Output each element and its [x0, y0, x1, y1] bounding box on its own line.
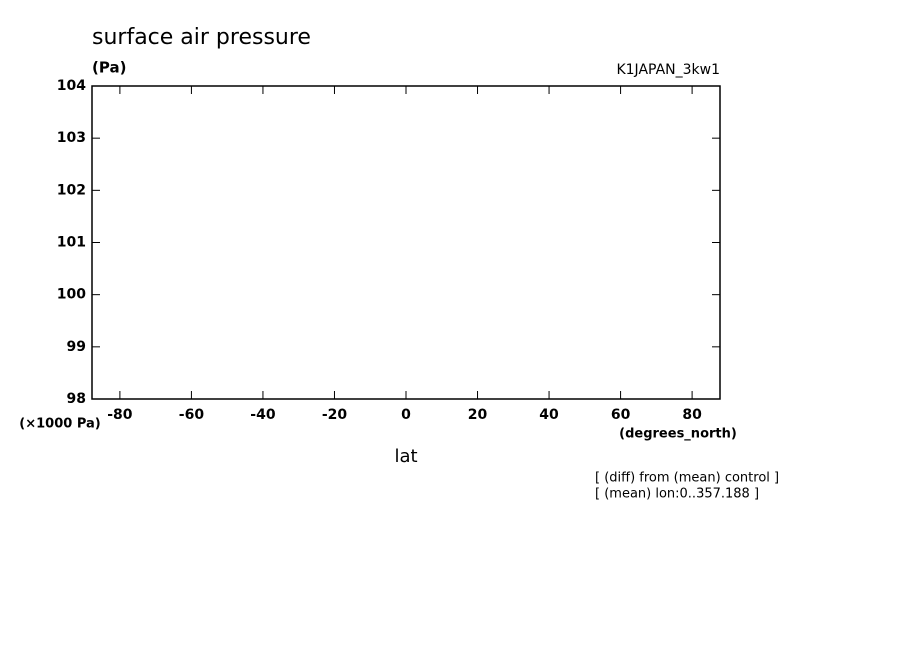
annotation: [ (diff) from (mean) control ] [595, 471, 779, 486]
x-axis-title: lat [394, 446, 417, 467]
dataset-label: K1JAPAN_3kw1 [616, 62, 720, 78]
x-units: (degrees_north) [619, 427, 737, 442]
x-tick-label: 60 [611, 407, 631, 423]
y-tick-label: 100 [57, 287, 86, 303]
x-tick-label: -60 [179, 407, 205, 423]
y-units: (Pa) [92, 59, 126, 77]
x-tick-label: -20 [322, 407, 348, 423]
y-tick-label: 102 [57, 182, 86, 198]
y-tick-label: 99 [67, 339, 86, 355]
x-tick-label: -80 [107, 407, 133, 423]
y-tick-label: 98 [67, 391, 86, 407]
chart-title: surface air pressure [92, 25, 311, 50]
x-tick-label: 20 [468, 407, 488, 423]
x-tick-label: 80 [682, 407, 702, 423]
y-tick-label: 101 [57, 235, 86, 251]
y-tick-label: 103 [57, 130, 86, 146]
y-scale-label: (×1000 Pa) [19, 417, 100, 432]
y-tick-label: 104 [57, 78, 86, 94]
annotation: [ (mean) lon:0..357.188 ] [595, 487, 759, 502]
x-tick-label: 40 [539, 407, 559, 423]
x-tick-label: -40 [250, 407, 276, 423]
x-tick-label: 0 [401, 407, 411, 423]
